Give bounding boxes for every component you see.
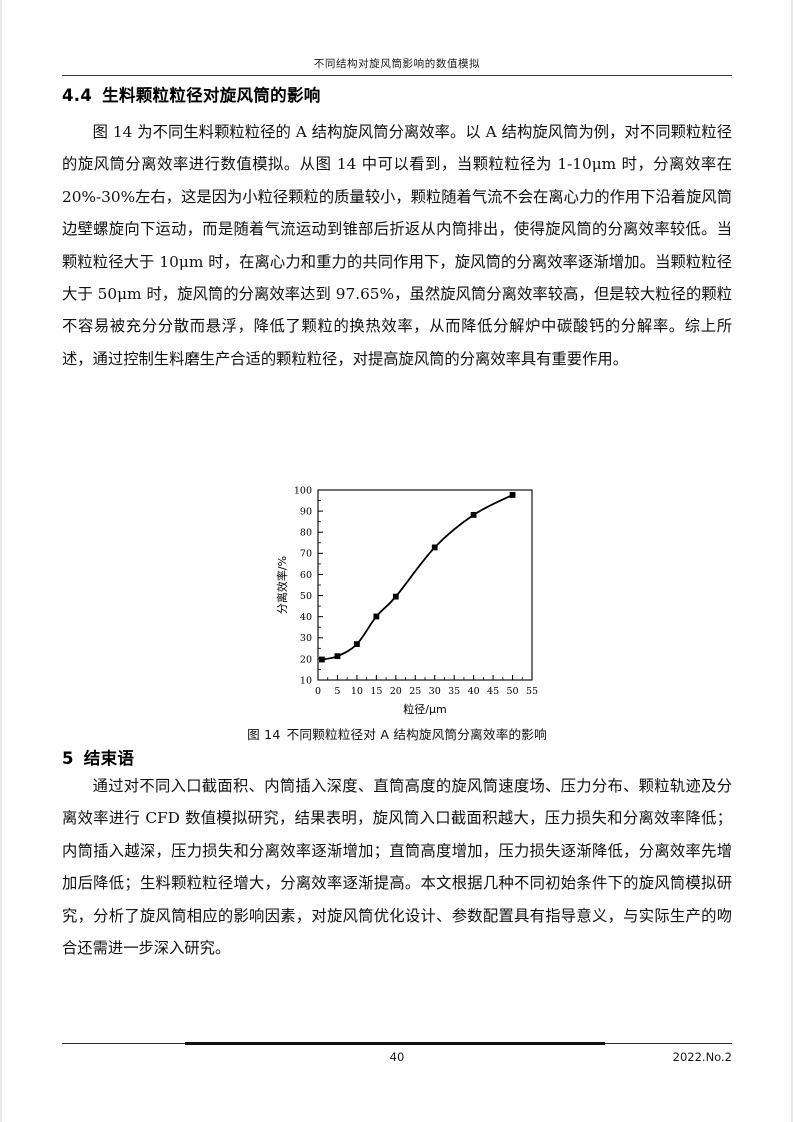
x-tick-label: 50 — [506, 686, 518, 697]
chart-series-line — [320, 494, 514, 661]
x-tick-label: 20 — [390, 686, 402, 697]
x-tick-label: 55 — [526, 686, 538, 697]
x-tick-label: 5 — [334, 686, 340, 697]
page-footer: 40 2022.No.2 — [62, 1050, 732, 1068]
separation-efficiency-line-chart: 0 5 10 15 20 25 30 35 40 45 50 55 10 20 30 40 50 60 70 80 90… — [275, 485, 538, 716]
y-tick-label: 40 — [300, 612, 312, 623]
section-5-body: 通过对不同入口截面积、内筒插入深度、直筒高度的旋风筒速度场、压力分布、颗粒轨迹及… — [62, 770, 732, 964]
page-edge-right — [791, 0, 793, 1122]
section-number-5: 5 — [62, 749, 74, 768]
y-tick-label: 90 — [300, 507, 312, 518]
section-4-4-body: 图 14 为不同生料颗粒粒径的 A 结构旋风筒分离效率。以 A 结构旋风筒为例，… — [62, 116, 732, 375]
header-divider — [62, 75, 732, 76]
running-header-title: 不同结构对旋风筒影响的数值模拟 — [313, 58, 481, 70]
x-tick-label: 40 — [468, 686, 480, 697]
section-heading-4-4: 4.4 生料颗粒粒径对旋风筒的影响 — [62, 82, 321, 106]
chart-data-point — [373, 613, 380, 620]
footer-page-number: 40 — [389, 1050, 405, 1064]
chart-data-point — [354, 641, 360, 648]
y-tick-label: 30 — [300, 633, 312, 644]
x-tick-label: 15 — [370, 686, 382, 697]
y-tick-label: 10 — [300, 675, 312, 686]
running-header: 不同结构对旋风筒影响的数值模拟 — [62, 52, 732, 71]
figure-14-caption-text: 不同颗粒粒径对 A 结构旋风筒分离效率的影响 — [286, 727, 547, 742]
chart-data-point — [334, 653, 341, 660]
section-title-5: 结束语 — [83, 749, 135, 768]
y-tick-label: 50 — [300, 591, 312, 602]
section-title-4-4: 生料颗粒粒径对旋风筒的影响 — [102, 86, 321, 105]
chart-data-point — [470, 512, 477, 518]
page-edge-left — [0, 0, 2, 1122]
chart-data-point — [431, 544, 438, 551]
x-axis-title: 粒径/μm — [403, 702, 446, 716]
chart-data-point — [392, 593, 399, 600]
x-tick-label: 35 — [448, 686, 460, 697]
y-tick-label: 60 — [300, 570, 312, 581]
x-tick-label: 10 — [351, 686, 363, 697]
figure-14-caption-number: 图 14 — [247, 727, 281, 742]
x-tick-label: 25 — [409, 686, 421, 697]
y-tick-label: 20 — [300, 654, 312, 665]
section-number-4-4: 4.4 — [62, 86, 93, 105]
paragraph-4-4: 图 14 为不同生料颗粒粒径的 A 结构旋风筒分离效率。以 A 结构旋风筒为例，… — [62, 123, 732, 368]
figure-14-caption: 图 14 不同颗粒粒径对 A 结构旋风筒分离效率的影响 — [62, 724, 732, 743]
x-tick-label: 30 — [429, 686, 441, 697]
y-tick-label: 70 — [300, 549, 312, 560]
figure-14-plot-area: 0 5 10 15 20 25 30 35 40 45 50 55 10 20 30 40 50 60 70 80 90… — [62, 482, 732, 722]
chart-data-point — [509, 492, 516, 498]
footer-issue: 2022.No.2 — [672, 1050, 732, 1064]
chart-data-point — [318, 656, 325, 663]
y-tick-label: 100 — [294, 485, 312, 496]
paragraph-5: 通过对不同入口截面积、内筒插入深度、直筒高度的旋风筒速度场、压力分布、颗粒轨迹及… — [62, 777, 732, 958]
y-axis-title: 分离效率/% — [275, 556, 289, 614]
section-heading-5: 5 结束语 — [62, 745, 134, 769]
y-tick-label: 80 — [300, 528, 312, 539]
x-tick-label: 0 — [315, 686, 321, 697]
footer-divider-accent — [185, 1042, 605, 1045]
figure-14: 0 5 10 15 20 25 30 35 40 45 50 55 10 20 30 40 50 60 70 80 90… — [62, 482, 732, 743]
x-tick-label: 45 — [487, 686, 499, 697]
